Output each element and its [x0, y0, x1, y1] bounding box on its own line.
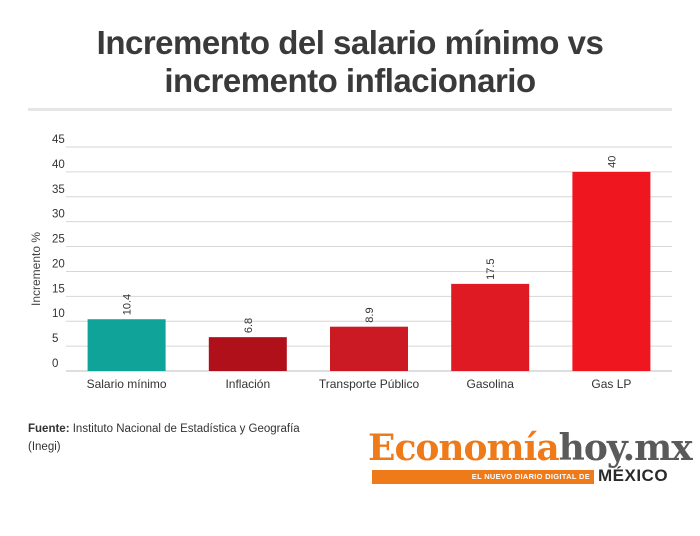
logo-wordmark-part-b: hoy.mx — [558, 427, 693, 469]
bar — [572, 171, 651, 371]
y-tick-label: 10 — [52, 308, 65, 320]
source-label: Fuente: — [28, 423, 70, 435]
logo-wordmark-part-a: Economía — [368, 427, 560, 469]
y-tick-label: 0 — [52, 358, 58, 370]
data-label: 6.8 — [243, 318, 255, 333]
data-label: 8.9 — [364, 307, 376, 322]
chart-title-line-1: Incremento del salario mínimo vs — [96, 24, 604, 61]
source-note: Fuente: Instituto Nacional de Estadístic… — [28, 420, 328, 456]
title-divider — [28, 108, 672, 111]
y-tick-label: 25 — [52, 234, 65, 246]
y-tick-label: 35 — [52, 184, 65, 196]
logo-country: MÉXICO — [598, 466, 669, 485]
source-text: Instituto Nacional de Estadística y Geog… — [28, 423, 300, 453]
y-tick-label: 45 — [52, 134, 65, 146]
x-tick-label: Gasolina — [467, 377, 515, 391]
logo-tagline: EL NUEVO DIARIO DIGITAL DE — [471, 472, 590, 481]
x-tick-label: Transporte Público — [319, 377, 420, 391]
y-tick-label: 40 — [52, 159, 65, 171]
x-tick-label: Gas LP — [591, 377, 631, 391]
data-label: 40 — [606, 156, 618, 168]
logo-tagline-bar: EL NUEVO DIARIO DIGITAL DE — [372, 470, 594, 484]
x-tick-label: Inflación — [225, 377, 270, 391]
logo-wordmark: Economíahoy.mx — [368, 427, 693, 469]
bar — [208, 337, 287, 371]
chart-title: Incremento del salario mínimo vs increme… — [0, 24, 700, 100]
y-tick-label: 20 — [52, 258, 65, 270]
bar — [87, 319, 166, 371]
y-tick-label: 15 — [52, 283, 65, 295]
data-label: 17.5 — [485, 258, 497, 279]
y-tick-label: 5 — [52, 333, 58, 345]
bar — [451, 283, 530, 371]
data-label: 10.4 — [122, 294, 134, 315]
y-tick-label: 30 — [52, 209, 65, 221]
economiahoy-logo: Economíahoy.mx EL NUEVO DIARIO DIGITAL D… — [368, 428, 693, 490]
y-axis-label: Incremento % — [29, 232, 43, 306]
chart-title-line-2: incremento inflacionario — [164, 62, 536, 99]
bar-chart: 0 5 10 15 20 25 30 35 40 45 Incremento % 10.4 Salari… — [29, 134, 672, 391]
bar — [330, 326, 408, 371]
x-tick-label: Salario mínimo — [87, 377, 167, 391]
